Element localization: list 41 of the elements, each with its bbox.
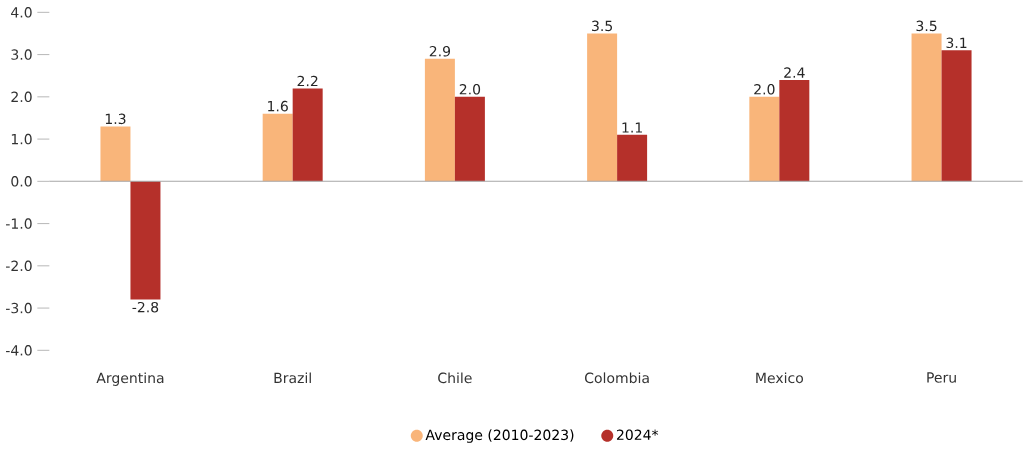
data-label: 3.1 xyxy=(946,37,967,49)
y-tick-label: 2.0 xyxy=(11,91,32,103)
legend-label: 2024* xyxy=(616,429,659,441)
bar xyxy=(454,96,485,182)
data-label: -2.8 xyxy=(132,301,159,313)
y-tick-label: 4.0 xyxy=(11,7,32,18)
x-tick-label: Colombia xyxy=(585,372,649,384)
data-label: 2.2 xyxy=(297,75,318,87)
legend-label: Average (2010-2023) xyxy=(425,429,574,443)
bar xyxy=(292,88,323,182)
data-label: 3.5 xyxy=(592,20,613,32)
y-tick-label: 0.0 xyxy=(11,176,32,187)
y-tick-label: -2.0 xyxy=(6,260,32,272)
bar xyxy=(749,96,780,182)
y-tick-label: 3.0 xyxy=(11,49,32,60)
x-tick-label: Chile xyxy=(438,372,472,384)
bar xyxy=(100,126,131,182)
bar xyxy=(424,58,455,182)
data-label: 2.4 xyxy=(784,67,805,78)
data-label: 2.0 xyxy=(754,83,775,95)
y-tick-label: -1.0 xyxy=(6,218,32,229)
bar xyxy=(587,33,618,182)
x-tick-label: Peru xyxy=(927,372,956,383)
bar xyxy=(911,33,942,182)
bar xyxy=(130,181,161,300)
data-label: 2.0 xyxy=(459,83,481,95)
y-tick-label: 1.0 xyxy=(11,133,32,145)
data-label: 1.3 xyxy=(105,113,126,125)
y-tick-label: -3.0 xyxy=(6,302,32,314)
data-label: 3.5 xyxy=(916,20,937,32)
bar xyxy=(779,79,810,182)
x-tick-label: Mexico xyxy=(756,372,804,384)
data-label: 2.9 xyxy=(429,45,451,57)
data-label: 1.6 xyxy=(268,100,288,112)
x-tick-label: Brazil xyxy=(274,372,311,384)
bar xyxy=(262,113,293,182)
bar xyxy=(941,50,972,182)
y-tick-label: -4.0 xyxy=(6,345,32,356)
x-tick-label: Argentina xyxy=(96,372,164,386)
data-label: 1.1 xyxy=(622,122,642,133)
bar xyxy=(617,134,648,182)
